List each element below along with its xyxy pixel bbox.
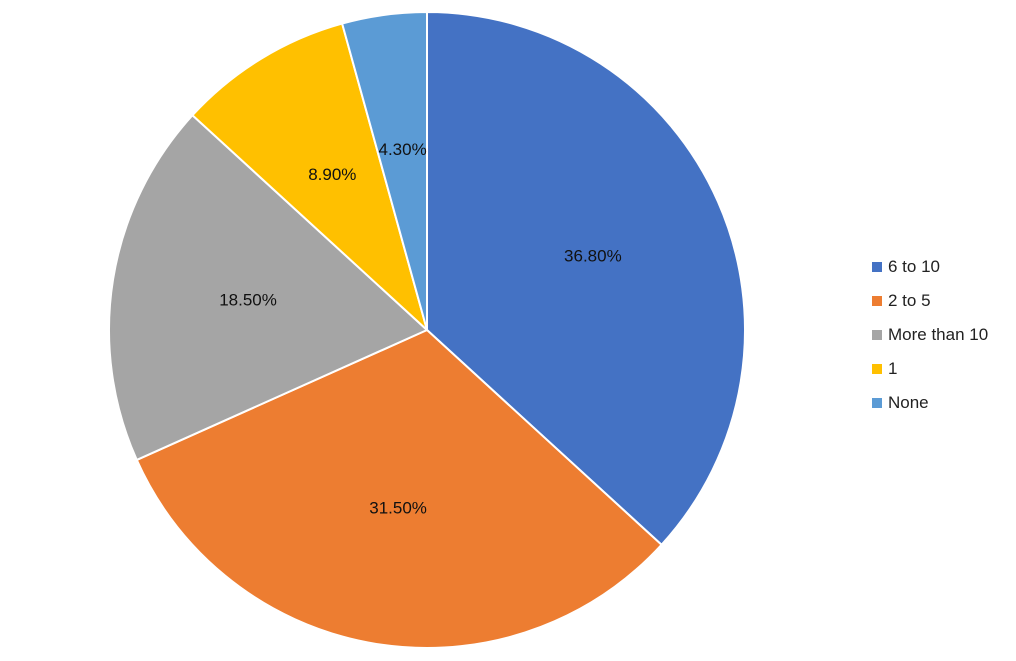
legend-item-2-to-5: 2 to 5 bbox=[872, 284, 1012, 318]
data-label-2-to-5: 31.50% bbox=[369, 498, 427, 517]
legend-label: 1 bbox=[888, 359, 898, 378]
chart-legend: 6 to 10 2 to 5 More than 10 1 None bbox=[872, 250, 1012, 420]
pie-data-labels: 36.80% 31.50% 18.50% 8.90% 4.30% bbox=[219, 140, 622, 518]
legend-swatch bbox=[872, 262, 882, 272]
pie-slice-2-to-5 bbox=[135, 329, 663, 649]
pie-slices bbox=[108, 11, 746, 649]
legend-item-1: 1 bbox=[872, 352, 1012, 386]
legend-swatch bbox=[872, 296, 882, 306]
legend-label: 6 to 10 bbox=[888, 257, 940, 276]
legend-swatch bbox=[872, 364, 882, 374]
legend-swatch bbox=[872, 330, 882, 340]
pie-slice-6-to-10 bbox=[426, 11, 746, 546]
pie-slice-1 bbox=[191, 22, 428, 331]
data-label-none: 4.30% bbox=[378, 140, 426, 159]
legend-label: More than 10 bbox=[888, 325, 989, 344]
pie-slice-more-than-10 bbox=[108, 114, 428, 461]
pie-slice-none bbox=[341, 11, 428, 331]
legend-item-none: None bbox=[872, 386, 1012, 420]
data-label-more-than-10: 18.50% bbox=[219, 291, 277, 310]
data-label-1: 8.90% bbox=[308, 165, 356, 184]
legend-swatch bbox=[872, 398, 882, 408]
legend-item-6-to-10: 6 to 10 bbox=[872, 250, 1012, 284]
legend-item-more-than-10: More than 10 bbox=[872, 318, 1012, 352]
legend-label: 2 to 5 bbox=[888, 291, 931, 310]
legend-label: None bbox=[888, 393, 929, 412]
data-label-6-to-10: 36.80% bbox=[564, 246, 622, 265]
